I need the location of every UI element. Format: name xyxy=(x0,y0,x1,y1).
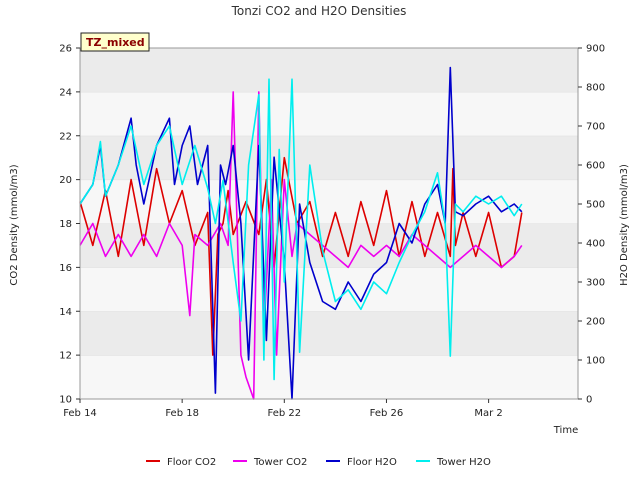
y-tick-label-right: 100 xyxy=(586,356,605,367)
grid-band xyxy=(80,91,578,136)
chart-title: Tonzi CO2 and H2O Densities xyxy=(231,4,407,18)
grid-band xyxy=(80,355,578,399)
grid-bands xyxy=(80,47,578,399)
x-tick-label: Feb 22 xyxy=(268,408,302,419)
y-tick-label-left: 16 xyxy=(59,263,72,274)
x-tick-label: Feb 14 xyxy=(63,408,97,419)
series-line-floor-h2o xyxy=(79,66,523,400)
y-tick-label-left: 18 xyxy=(59,219,72,230)
y-tick-label-right: 700 xyxy=(586,122,605,133)
y-tick-label-right: 400 xyxy=(586,239,605,250)
site-badge: TZ_mixed xyxy=(80,32,150,52)
y-tick-label-left: 22 xyxy=(59,131,72,142)
y-tick-label-right: 500 xyxy=(586,200,605,211)
y-tick-label-left: 20 xyxy=(59,175,72,186)
legend-label: Tower CO2 xyxy=(253,457,307,468)
y-tick-label-right: 0 xyxy=(586,395,592,406)
legend: Floor CO2 Tower CO2 Floor H2O Tower H2O xyxy=(146,457,491,468)
legend-label: Tower H2O xyxy=(436,457,491,468)
grid-band xyxy=(80,48,578,92)
legend-label: Floor H2O xyxy=(347,457,397,468)
series-line-tower-co2 xyxy=(79,91,523,400)
y-tick-label-left: 24 xyxy=(59,87,72,98)
y-tick-label-right: 900 xyxy=(586,44,605,55)
y-tick-label-left: 12 xyxy=(59,351,72,362)
x-axis-label: Time xyxy=(553,425,578,436)
y-tick-label-right: 200 xyxy=(586,317,605,328)
y-tick-label-left: 26 xyxy=(59,44,72,55)
y-axis-label-left: CO2 Density (mmol/m3) xyxy=(9,164,20,285)
y-tick-label-right: 600 xyxy=(586,161,605,172)
grid-band xyxy=(80,311,578,356)
grid-band xyxy=(80,179,578,224)
grid-band xyxy=(80,223,578,268)
y-tick-label-left: 10 xyxy=(59,395,72,406)
series-layer xyxy=(79,66,523,400)
y-tick-label-right: 800 xyxy=(586,83,605,94)
legend-label: Floor CO2 xyxy=(167,457,216,468)
series-line-floor-co2 xyxy=(79,156,523,356)
x-tick-label: Feb 26 xyxy=(370,408,404,419)
y-tick-label-right: 300 xyxy=(586,278,605,289)
y-tick-label-left: 14 xyxy=(59,307,72,318)
y-axis-label-right: H2O Density (mmol/m3) xyxy=(619,164,630,286)
x-tick-label: Feb 18 xyxy=(165,408,199,419)
series-line-tower-h2o xyxy=(79,78,523,381)
x-tick-label: Mar 2 xyxy=(474,408,502,419)
axes: 10 12 14 16 18 20 22 24 26 0 100 200 300 400 500 600 700… xyxy=(59,44,605,420)
site-badge-text: TZ_mixed xyxy=(86,36,145,49)
grid-band xyxy=(80,135,578,180)
